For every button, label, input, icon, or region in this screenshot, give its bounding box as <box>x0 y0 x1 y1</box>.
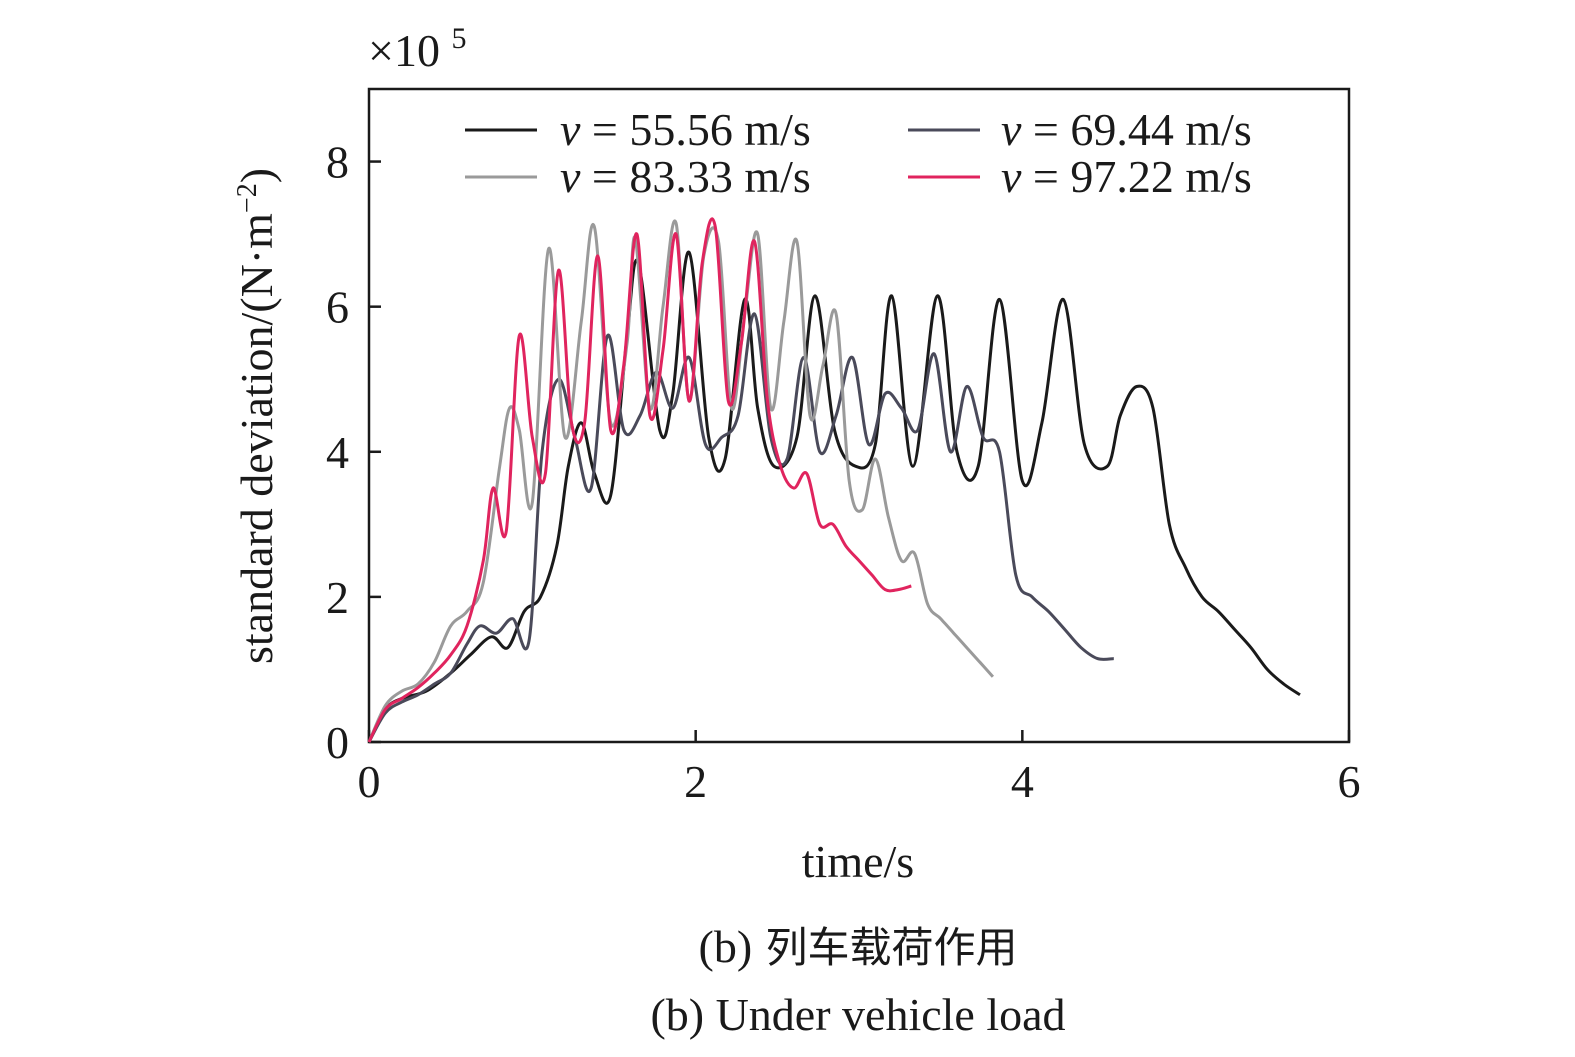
y-tick-label: 4 <box>326 427 349 478</box>
y-tick-label: 0 <box>326 717 349 768</box>
y-tick-label: 2 <box>326 572 349 623</box>
series-layer <box>367 217 1301 743</box>
legend-value-2: = 69.44 m/s <box>1021 104 1251 155</box>
y-axis-label-close: ) <box>231 168 282 183</box>
caption-english: (b) Under vehicle load <box>650 989 1065 1040</box>
series-line-4 <box>367 217 912 743</box>
caption-chinese-label: (b) <box>699 921 753 972</box>
y-axis-ticks: 0 2 4 6 8 <box>326 137 381 768</box>
legend-var-3: v <box>560 151 581 202</box>
y-tick-label: 6 <box>326 282 349 333</box>
legend-value-4: = 97.22 m/s <box>1021 151 1251 202</box>
y-tick-label: 8 <box>326 137 349 188</box>
x-tick-label: 4 <box>1011 756 1034 807</box>
legend-label-series-2: v = 69.44 m/s <box>1001 104 1252 155</box>
series-line-2 <box>367 312 1114 743</box>
y-axis-label: standard deviation/(N·m−2) <box>231 168 282 664</box>
legend-label-series-4: v = 97.22 m/s <box>1001 151 1252 202</box>
legend-var-2: v <box>1001 104 1022 155</box>
y-axis-label-main: standard deviation/(N·m <box>231 213 282 664</box>
plot-area-frame <box>367 87 1351 744</box>
legend-value-3: = 83.33 m/s <box>580 151 810 202</box>
y-axis-label-exponent: −2 <box>232 183 263 213</box>
legend-label-series-1: v = 55.56 m/s <box>560 104 811 155</box>
caption-chinese: (b) 列车载荷作用 <box>699 921 1018 972</box>
scale-factor-label: ×10 5 <box>368 22 466 76</box>
x-tick-label: 0 <box>358 756 381 807</box>
legend-value-1: = 55.56 m/s <box>580 104 810 155</box>
caption-chinese-text: 列车载荷作用 <box>752 923 1017 972</box>
x-tick-label: 6 <box>1338 756 1361 807</box>
scale-factor-base: ×10 <box>368 25 440 76</box>
legend-var-4: v <box>1001 151 1022 202</box>
scale-factor-exponent: 5 <box>451 22 466 55</box>
series-line-1 <box>367 250 1301 743</box>
x-axis-ticks: 0 2 4 6 <box>358 730 1361 807</box>
x-axis-label: time/s <box>802 836 914 887</box>
x-tick-label: 2 <box>684 756 707 807</box>
legend: v = 55.56 m/s v = 69.44 m/s v = 83.33 m/… <box>465 104 1252 202</box>
legend-label-series-3: v = 83.33 m/s <box>560 151 811 202</box>
legend-var-1: v <box>560 104 581 155</box>
